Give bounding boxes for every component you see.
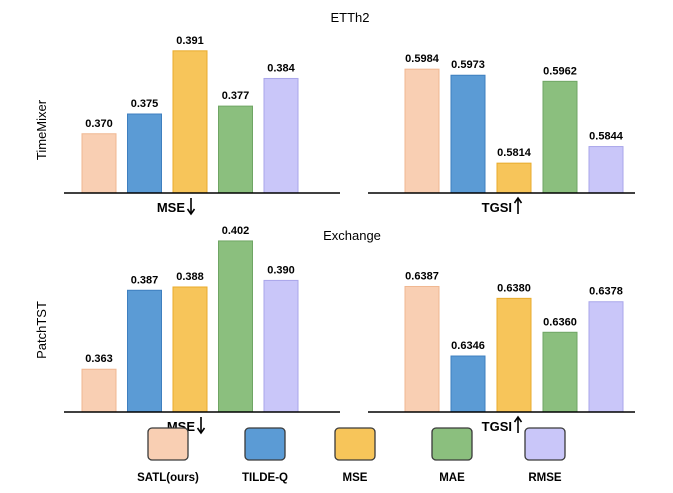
bar-mse xyxy=(496,162,532,194)
data-label: 0.384 xyxy=(267,62,295,74)
legend-label: SATL(ours) xyxy=(137,472,199,484)
data-label: 0.5973 xyxy=(451,59,485,71)
bar-mae xyxy=(218,240,253,413)
data-label: 0.5962 xyxy=(543,65,577,77)
legend-swatch xyxy=(431,427,473,461)
legend-label: MAE xyxy=(439,472,465,484)
legend: SATL(ours) TILDE-Q MSE MAE RMSE xyxy=(137,427,566,484)
arrow-up-icon xyxy=(513,415,523,433)
metric-label: MSE xyxy=(157,200,186,215)
chart-panels: 0.370 0.375 0.391 0.377 0.384 MSE 0.5984 0.5973… xyxy=(64,35,635,435)
legend-swatch xyxy=(244,427,286,461)
data-label: 0.6346 xyxy=(451,340,485,352)
arrow-up-icon xyxy=(513,196,523,214)
legend-swatch xyxy=(334,427,376,461)
data-label: 0.363 xyxy=(85,353,113,365)
bar-tilde-q xyxy=(450,74,486,194)
data-label: 0.5844 xyxy=(589,131,624,143)
bar-mae xyxy=(542,331,578,413)
data-label: 0.388 xyxy=(176,271,204,283)
data-label: 0.5814 xyxy=(497,147,532,159)
bar-mse xyxy=(172,286,208,413)
bar-rmse xyxy=(263,77,299,194)
metric-label: TGSI xyxy=(482,200,512,215)
metric-label: TGSI xyxy=(482,419,512,434)
bar-mse xyxy=(172,50,208,194)
panel-2: 0.5984 0.5973 0.5814 0.5962 0.5844 TGSI xyxy=(368,53,635,215)
arrow-down-icon xyxy=(196,417,206,435)
data-label: 0.6387 xyxy=(405,270,439,282)
section-title-top: ETTh2 xyxy=(330,10,369,25)
legend-swatch xyxy=(147,427,189,461)
bar-tilde-q xyxy=(450,355,486,413)
data-label: 0.6378 xyxy=(589,286,623,298)
data-label: 0.5984 xyxy=(405,53,440,65)
bar-rmse xyxy=(263,279,299,413)
bar-mae xyxy=(542,80,578,194)
arrow-down-icon xyxy=(186,198,196,216)
data-label: 0.6380 xyxy=(497,282,531,294)
bar-tilde-q xyxy=(127,289,162,413)
bar-rmse xyxy=(588,301,624,413)
panel-4: 0.6387 0.6346 0.6380 0.6360 0.6378 TGSI xyxy=(368,270,635,434)
bar-mae xyxy=(218,105,253,194)
row-label-top: TimeMixer xyxy=(34,99,49,160)
data-label: 0.375 xyxy=(131,98,159,110)
data-label: 0.390 xyxy=(267,264,295,276)
panel-1: 0.370 0.375 0.391 0.377 0.384 MSE xyxy=(64,35,340,216)
section-title-bottom: Exchange xyxy=(323,228,381,243)
data-label: 0.387 xyxy=(131,274,159,286)
row-label-bottom: PatchTST xyxy=(34,301,49,359)
bar-tilde-q xyxy=(127,113,162,194)
bar-satl-ours xyxy=(81,368,117,413)
legend-label: MSE xyxy=(343,472,368,484)
legend-label: TILDE-Q xyxy=(242,472,288,484)
legend-swatch xyxy=(524,427,566,461)
legend-label: RMSE xyxy=(528,472,562,484)
data-label: 0.402 xyxy=(222,225,250,237)
bar-rmse xyxy=(588,146,624,194)
bar-satl-ours xyxy=(404,68,440,194)
data-label: 0.370 xyxy=(85,118,113,130)
data-label: 0.6360 xyxy=(543,316,577,328)
bar-satl-ours xyxy=(404,285,440,413)
bar-mse xyxy=(496,297,532,413)
bar-satl-ours xyxy=(81,133,117,194)
data-label: 0.391 xyxy=(176,35,204,47)
data-label: 0.377 xyxy=(222,90,250,102)
